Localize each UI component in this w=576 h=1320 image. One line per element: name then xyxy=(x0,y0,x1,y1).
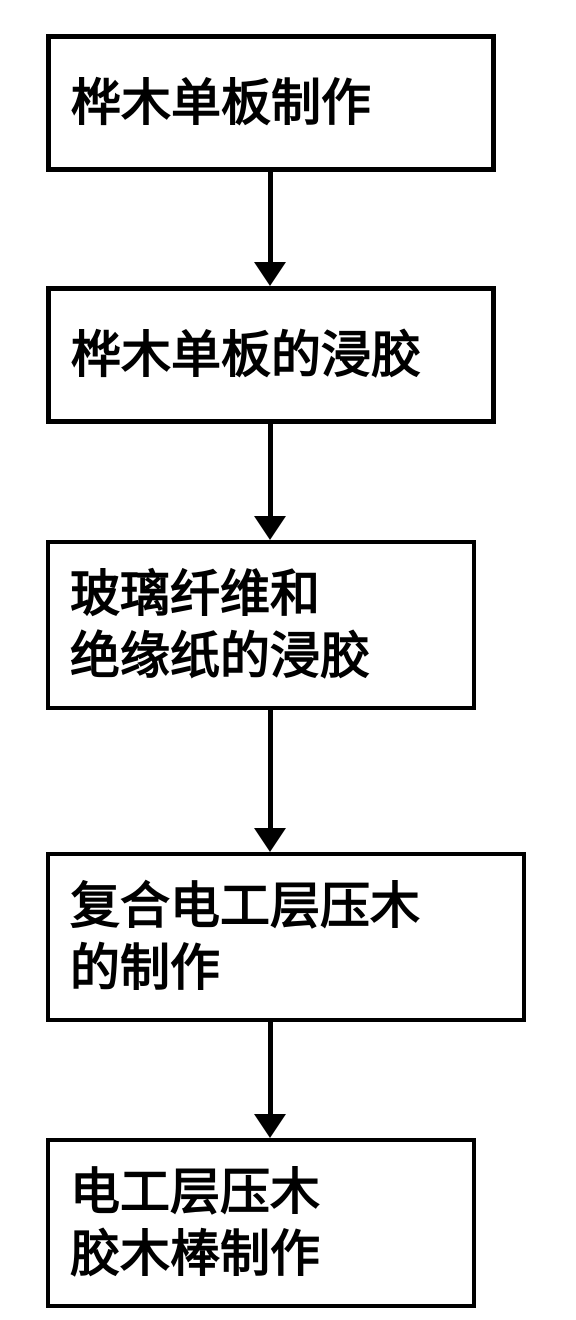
flowchart-node: 桦木单板制作 xyxy=(46,34,496,172)
flowchart-arrow-shaft xyxy=(268,424,273,516)
flowchart-node-label: 桦木单板的浸胶 xyxy=(71,324,421,387)
flowchart-arrow-shaft xyxy=(268,172,273,262)
flowchart-node: 电工层压木 胶木棒制作 xyxy=(46,1138,476,1308)
flowchart-arrow-head xyxy=(254,516,286,540)
flowchart-node-label: 玻璃纤维和 绝缘纸的浸胶 xyxy=(70,563,370,688)
flowchart-node-label: 复合电工层压木 的制作 xyxy=(70,875,420,1000)
flowchart-canvas: 桦木单板制作 桦木单板的浸胶 玻璃纤维和 绝缘纸的浸胶 复合电工层压木 的制作 … xyxy=(0,0,576,1320)
flowchart-arrow-head xyxy=(254,262,286,286)
flowchart-node-label: 电工层压木 胶木棒制作 xyxy=(70,1161,320,1286)
flowchart-node: 桦木单板的浸胶 xyxy=(46,286,496,424)
flowchart-arrow-head xyxy=(254,828,286,852)
flowchart-node-label: 桦木单板制作 xyxy=(71,72,371,135)
flowchart-arrow-shaft xyxy=(268,710,273,828)
flowchart-arrow-head xyxy=(254,1114,286,1138)
flowchart-node: 玻璃纤维和 绝缘纸的浸胶 xyxy=(46,540,476,710)
flowchart-node: 复合电工层压木 的制作 xyxy=(46,852,526,1022)
flowchart-arrow-shaft xyxy=(268,1022,273,1114)
